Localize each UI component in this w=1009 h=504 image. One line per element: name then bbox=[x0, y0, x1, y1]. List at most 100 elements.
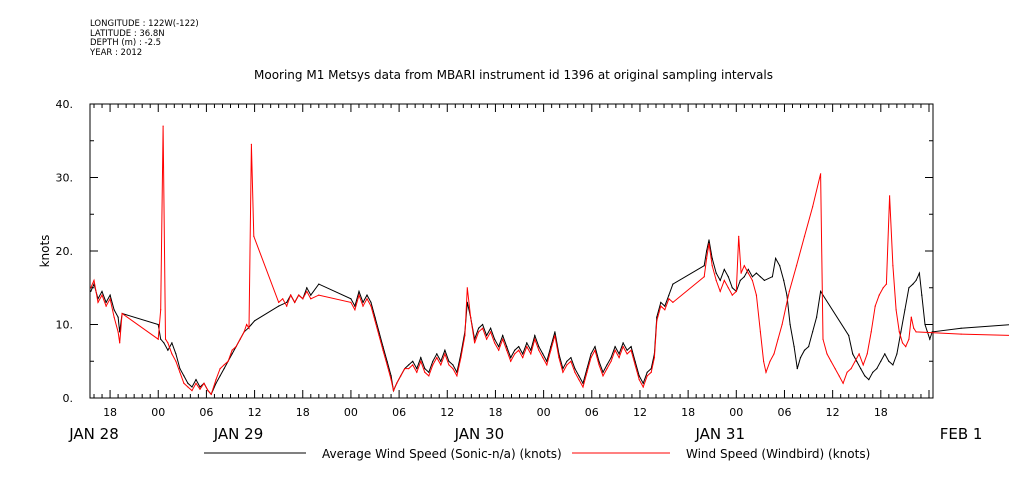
data-point bbox=[195, 379, 197, 381]
data-point bbox=[506, 349, 508, 351]
data-point bbox=[715, 279, 717, 281]
y-tick-label: 30. bbox=[56, 172, 74, 185]
data-point bbox=[892, 265, 894, 267]
data-point bbox=[392, 390, 395, 392]
data-point bbox=[888, 360, 890, 362]
data-point bbox=[578, 379, 580, 381]
x-tick-label: 00 bbox=[151, 406, 165, 419]
data-point bbox=[719, 290, 721, 292]
chart-title: Mooring M1 Metsys data from MBARI instru… bbox=[254, 68, 773, 82]
data-point bbox=[478, 331, 480, 333]
data-point bbox=[223, 368, 225, 370]
latitude-label: LATITUDE : 36.8N bbox=[90, 28, 165, 39]
x-tick-label: 12 bbox=[248, 406, 262, 419]
x-tick-label: 12 bbox=[826, 406, 840, 419]
data-point bbox=[219, 368, 221, 370]
data-point bbox=[929, 338, 931, 340]
data-point bbox=[215, 382, 217, 384]
data-point bbox=[723, 268, 725, 270]
data-point bbox=[396, 382, 398, 384]
data-point bbox=[160, 309, 162, 311]
data-point bbox=[105, 305, 107, 307]
data-point bbox=[90, 290, 92, 292]
data-point bbox=[350, 301, 352, 303]
data-point bbox=[354, 305, 356, 307]
data-point bbox=[642, 382, 644, 384]
data-point bbox=[901, 342, 904, 344]
data-point bbox=[223, 364, 225, 366]
data-point bbox=[101, 294, 103, 296]
data-point bbox=[646, 375, 648, 377]
data-point bbox=[254, 320, 256, 322]
data-point bbox=[494, 338, 496, 340]
data-point bbox=[498, 346, 500, 348]
data-point bbox=[773, 353, 775, 355]
data-point bbox=[789, 323, 791, 326]
data-point bbox=[642, 386, 644, 388]
data-point bbox=[286, 301, 288, 303]
data-point bbox=[167, 342, 169, 344]
data-point bbox=[546, 360, 548, 362]
data-point bbox=[382, 349, 384, 351]
series-windbird-wind-speed bbox=[90, 125, 1009, 396]
data-point bbox=[747, 268, 749, 270]
data-point bbox=[350, 298, 352, 300]
data-point bbox=[915, 331, 917, 333]
data-point bbox=[878, 294, 880, 296]
data-point bbox=[101, 290, 103, 292]
depth-label: DEPTH (m) : -2.5 bbox=[90, 38, 162, 49]
data-point bbox=[203, 382, 205, 384]
data-point bbox=[171, 342, 173, 344]
data-point bbox=[763, 360, 765, 362]
data-point bbox=[910, 316, 912, 318]
data-point bbox=[783, 279, 785, 281]
data-point bbox=[306, 290, 308, 292]
data-point bbox=[298, 294, 300, 296]
data-point bbox=[428, 371, 430, 373]
data-point bbox=[574, 371, 576, 373]
x-tick-label: 18 bbox=[874, 406, 888, 419]
data-point bbox=[235, 346, 237, 348]
data-point bbox=[566, 360, 568, 362]
data-point bbox=[626, 353, 628, 355]
data-point bbox=[386, 360, 388, 362]
data-point bbox=[490, 327, 492, 329]
data-point bbox=[570, 360, 572, 362]
data-point bbox=[175, 353, 177, 355]
data-point bbox=[390, 379, 392, 381]
data-point bbox=[610, 360, 612, 362]
data-point bbox=[408, 364, 410, 366]
data-point bbox=[630, 346, 632, 348]
data-point bbox=[231, 349, 233, 351]
x-tick-label: 18 bbox=[488, 406, 502, 419]
data-point bbox=[550, 349, 552, 351]
data-point bbox=[706, 257, 708, 259]
data-point bbox=[460, 357, 462, 359]
data-point bbox=[751, 279, 754, 281]
data-point bbox=[578, 375, 580, 377]
x-tick-label: 00 bbox=[537, 406, 551, 419]
data-point bbox=[723, 279, 725, 281]
data-point bbox=[915, 279, 917, 281]
legend-label: Wind Speed (Windbird) (knots) bbox=[686, 447, 870, 461]
data-point bbox=[660, 301, 662, 303]
data-point bbox=[370, 305, 372, 307]
data-point bbox=[703, 276, 705, 278]
data-point bbox=[306, 287, 308, 289]
longitude-label: LONGITUDE : 122W(-122) bbox=[90, 19, 199, 29]
data-point bbox=[895, 309, 897, 311]
data-point bbox=[416, 368, 418, 370]
data-point bbox=[424, 371, 426, 373]
data-point bbox=[738, 235, 740, 237]
data-point bbox=[672, 301, 674, 303]
data-point bbox=[860, 368, 862, 370]
data-point bbox=[160, 338, 162, 340]
x-tick-label: 18 bbox=[103, 406, 117, 419]
x-date-label: JAN 28 bbox=[68, 425, 119, 443]
data-point bbox=[706, 250, 708, 252]
data-point bbox=[428, 375, 430, 377]
data-point bbox=[162, 125, 164, 127]
data-point bbox=[167, 349, 169, 351]
data-point bbox=[850, 368, 852, 370]
data-point bbox=[109, 294, 111, 296]
